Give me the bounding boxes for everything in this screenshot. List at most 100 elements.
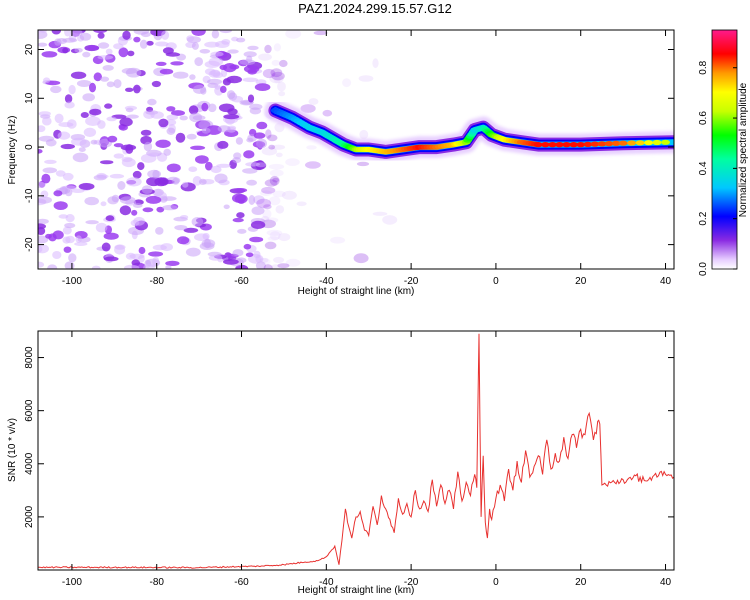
noise-blob (204, 60, 220, 68)
noise-blob (194, 233, 209, 241)
noise-blob (114, 244, 126, 250)
y-tick-label: 8000 (24, 346, 35, 369)
noise-blob (208, 70, 221, 78)
noise-blob (126, 114, 139, 119)
noise-blob (342, 78, 352, 88)
noise-blob (57, 131, 71, 140)
noise-blob (159, 68, 174, 75)
noise-blob (106, 116, 117, 122)
noise-blob (242, 168, 258, 174)
noise-blob (38, 149, 43, 154)
noise-blob (264, 241, 277, 250)
noise-blob (95, 222, 108, 233)
noise-blob (172, 71, 189, 79)
noise-blob (68, 253, 77, 263)
noise-blob (68, 84, 76, 95)
ridge-core-point (644, 140, 654, 146)
noise-blob (267, 134, 278, 142)
noise-blob (107, 135, 118, 143)
ridge-core-point (597, 141, 607, 147)
noise-blob (264, 179, 278, 187)
noise-blob (71, 137, 87, 146)
noise-blob (96, 172, 107, 180)
noise-blob (204, 238, 211, 249)
noise-blob (113, 143, 124, 148)
noise-blob (89, 82, 96, 93)
noise-blob (226, 75, 242, 84)
noise-blob (132, 170, 142, 179)
noise-blob (155, 41, 169, 47)
noise-blob (102, 65, 114, 71)
noise-blob (279, 59, 288, 68)
colorbar-label: Normalized spectral amplitude (738, 82, 749, 217)
spectrogram-y-axis: -20 -10 0 10 20 (24, 44, 674, 252)
noise-blob (90, 139, 98, 145)
noise-blob (192, 84, 207, 94)
noise-blob (160, 243, 173, 252)
y-tick-label: 6000 (24, 399, 35, 422)
noise-blob (129, 253, 145, 259)
noise-blob (62, 37, 78, 43)
snr-x-axis: -100 -80 -60 -40 -20 0 20 40 (62, 331, 672, 588)
ridge-core-point (652, 139, 662, 146)
noise-blob (216, 163, 232, 168)
noise-blob (232, 249, 244, 257)
noise-blob (109, 173, 125, 179)
noise-blob (100, 76, 110, 82)
x-tick-label: 20 (575, 577, 587, 588)
noise-blob (253, 195, 265, 205)
noise-blob (269, 175, 280, 186)
noise-blob (44, 159, 57, 164)
colorbar: 0.0 0.2 0.4 0.6 0.8 Normalized spectral ampl… (698, 29, 749, 276)
noise-blob (231, 95, 244, 103)
noise-blob (60, 143, 75, 150)
noise-blob (278, 91, 286, 97)
noise-blob (205, 161, 213, 171)
x-tick-label: 40 (660, 276, 672, 287)
noise-blob (313, 30, 328, 36)
noise-blob (275, 205, 285, 214)
noise-blob (382, 215, 398, 225)
noise-blob (104, 103, 113, 109)
x-tick-label: 40 (660, 577, 672, 588)
noise-blob (113, 43, 124, 50)
x-tick-label: -20 (404, 577, 419, 588)
noise-blob (163, 148, 171, 156)
noise-blob (256, 121, 268, 130)
noise-blob (269, 231, 281, 241)
noise-blob (119, 205, 132, 216)
noise-blob (72, 152, 89, 163)
noise-blob (64, 30, 71, 37)
snr-y-axis: 2000 4000 6000 8000 (24, 346, 674, 528)
noise-blob (175, 132, 186, 143)
noise-blob (243, 51, 257, 58)
ridge-core-point (661, 139, 670, 145)
noise-blob (198, 178, 207, 185)
noise-blob (285, 30, 302, 39)
chart-title: PAZ1.2024.299.15.57.G12 (298, 1, 452, 16)
noise-blob (235, 137, 243, 145)
noise-blob (251, 206, 265, 215)
noise-blob (53, 190, 63, 197)
noise-blob (125, 87, 134, 93)
noise-blob (78, 147, 86, 153)
noise-blob (182, 181, 189, 188)
noise-blob (82, 93, 95, 102)
noise-blob (220, 85, 227, 93)
noise-blob (146, 40, 154, 46)
noise-blob (305, 161, 321, 169)
noise-blob (248, 195, 256, 205)
noise-blob (42, 167, 58, 174)
noise-blob (262, 68, 276, 79)
noise-blob (147, 98, 157, 106)
x-tick-label: -60 (234, 577, 249, 588)
y-tick-label: 0 (24, 144, 35, 150)
noise-blob (271, 59, 280, 66)
noise-blob (147, 169, 162, 179)
spectrogram-y-label: Frequency (Hz) (7, 116, 18, 185)
snr-series-line (38, 333, 674, 569)
noise-blob (55, 170, 66, 177)
noise-blob (105, 48, 113, 55)
noise-blob (141, 185, 153, 195)
ridge-core-point (540, 142, 550, 148)
